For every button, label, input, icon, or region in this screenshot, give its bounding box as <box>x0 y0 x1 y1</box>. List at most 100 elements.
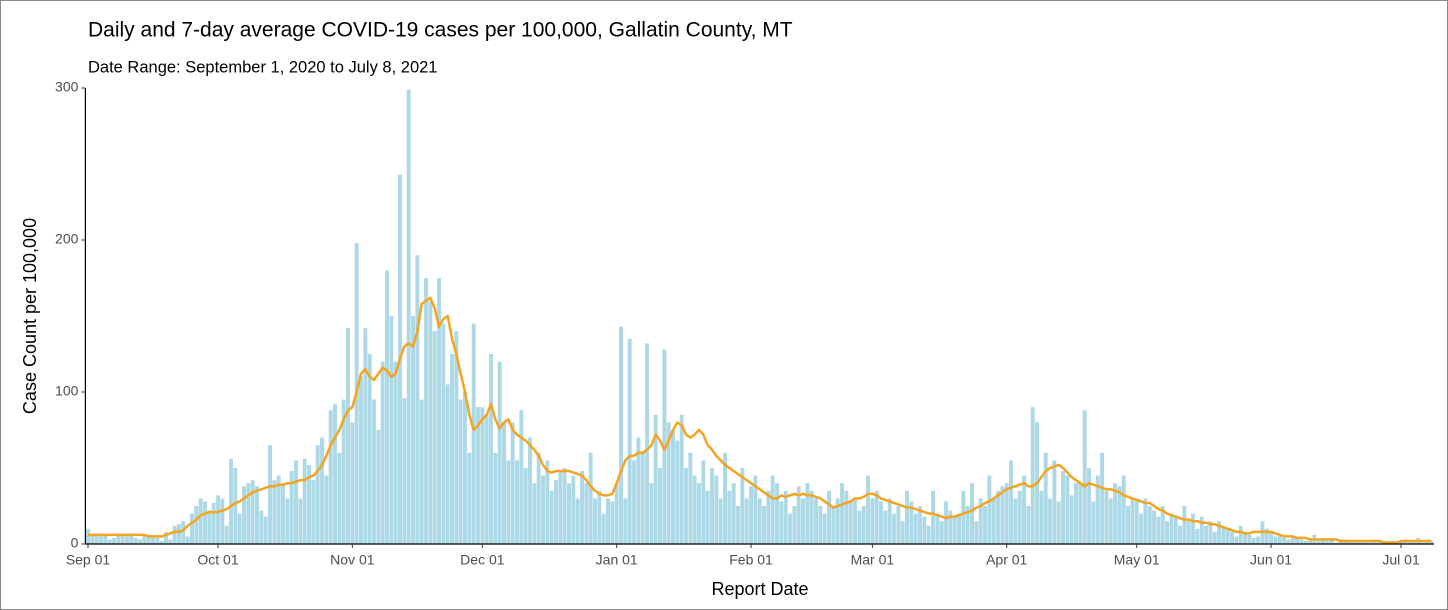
bar <box>1221 525 1226 544</box>
bar <box>909 501 914 544</box>
bar <box>307 464 311 544</box>
bar <box>1377 542 1382 544</box>
bar <box>1286 539 1291 544</box>
bar <box>94 533 99 544</box>
bar <box>350 422 355 544</box>
bar <box>766 490 771 544</box>
bar <box>1091 501 1096 544</box>
bar <box>359 376 363 544</box>
bar <box>749 486 753 544</box>
bar <box>545 460 550 544</box>
bar <box>710 468 714 544</box>
bar <box>1351 542 1356 544</box>
bar <box>246 483 251 544</box>
bar <box>701 460 706 544</box>
bar <box>441 323 446 544</box>
bar <box>1173 516 1178 544</box>
bar <box>619 326 623 544</box>
bar <box>1355 540 1360 544</box>
bar <box>1009 460 1013 544</box>
bar <box>506 460 511 544</box>
bar <box>324 475 329 544</box>
bar <box>818 506 823 544</box>
bar <box>255 486 259 544</box>
bar <box>164 531 168 544</box>
x-tick-label: Apr 01 <box>986 552 1027 568</box>
bar <box>146 534 151 544</box>
bar <box>675 440 680 544</box>
x-tick-label: Nov 01 <box>330 552 375 568</box>
bar <box>1113 483 1118 544</box>
bar <box>697 483 701 544</box>
bar <box>1277 534 1282 544</box>
bar <box>151 536 155 544</box>
bar <box>138 539 142 544</box>
bar <box>528 437 532 544</box>
bar <box>840 483 844 544</box>
bar <box>86 528 90 544</box>
bar <box>805 483 810 544</box>
bar <box>502 422 506 544</box>
y-tick-label: 200 <box>55 231 79 247</box>
bar <box>653 414 658 544</box>
bar <box>679 414 684 544</box>
bar <box>1169 513 1174 544</box>
bar <box>315 445 320 544</box>
bar <box>961 490 966 544</box>
bar <box>1069 495 1074 544</box>
bar <box>259 510 264 544</box>
bar <box>935 513 940 544</box>
bar <box>931 490 935 544</box>
bar <box>424 278 428 544</box>
bar <box>1329 537 1334 544</box>
bar <box>601 513 606 544</box>
bar <box>1347 540 1352 544</box>
bar <box>965 506 970 544</box>
bar <box>874 490 879 544</box>
x-tick-label: Jun 01 <box>1250 552 1292 568</box>
bar <box>415 255 420 544</box>
bar <box>1139 513 1144 544</box>
bar <box>1108 498 1113 544</box>
bar <box>844 490 849 544</box>
bar <box>120 534 125 544</box>
bar <box>558 471 563 544</box>
bar <box>666 422 671 544</box>
x-tick-label: Feb 01 <box>729 552 773 568</box>
bar <box>1399 540 1404 544</box>
bar <box>510 422 515 544</box>
bar <box>328 410 333 544</box>
bar <box>762 506 766 544</box>
bar <box>99 536 103 544</box>
bar <box>1074 483 1078 544</box>
bar <box>298 498 303 544</box>
bar <box>827 490 831 544</box>
bar <box>519 410 524 544</box>
bar <box>753 475 758 544</box>
bar <box>918 506 922 544</box>
bar <box>1412 540 1417 544</box>
bar <box>978 498 983 544</box>
bar <box>489 354 493 544</box>
bar <box>1273 536 1278 544</box>
bar <box>991 498 996 544</box>
bar <box>1065 475 1070 544</box>
bar <box>1160 506 1165 544</box>
bar <box>913 513 918 544</box>
bar <box>233 468 238 544</box>
bar <box>337 452 342 544</box>
bar <box>1407 542 1412 544</box>
bar <box>1212 531 1217 544</box>
bar <box>848 501 853 544</box>
bar <box>996 490 1000 544</box>
bar <box>1303 540 1308 544</box>
bar <box>1078 483 1083 544</box>
bar <box>922 516 927 544</box>
bar <box>177 524 181 544</box>
bar <box>112 537 116 544</box>
bar <box>445 384 450 544</box>
bar <box>1282 537 1287 544</box>
bar <box>796 486 801 544</box>
bar <box>536 452 541 544</box>
chart-title: Daily and 7-day average COVID-19 cases p… <box>88 19 793 42</box>
